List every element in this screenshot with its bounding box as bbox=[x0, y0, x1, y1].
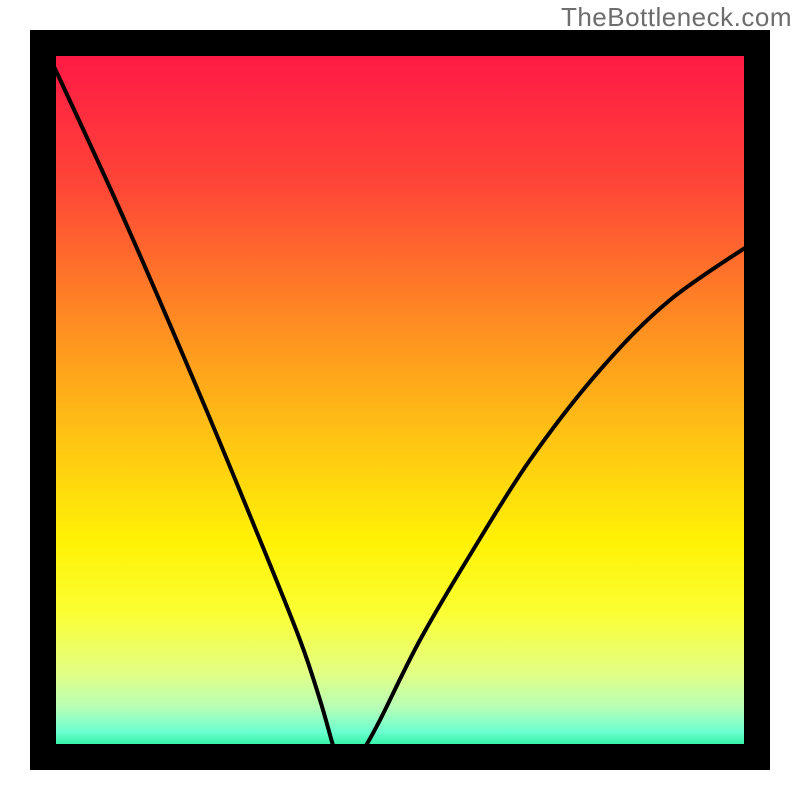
watermark-text: TheBottleneck.com bbox=[561, 2, 792, 33]
bottleneck-chart bbox=[0, 0, 800, 800]
gradient-background bbox=[43, 43, 757, 757]
